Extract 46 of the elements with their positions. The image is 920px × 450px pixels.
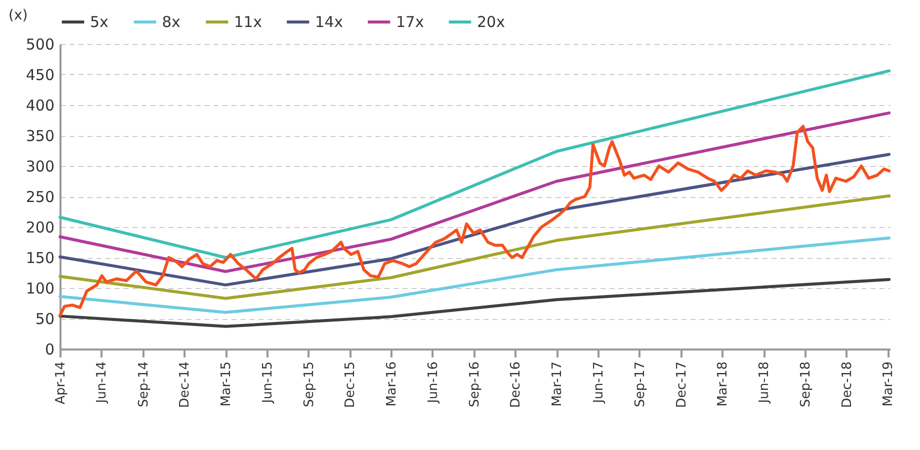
line-series bbox=[58, 111, 891, 274]
x-tick-label: Sep-16 bbox=[467, 362, 482, 408]
y-tick-label: 300 bbox=[26, 158, 54, 176]
legend-label: 5x bbox=[90, 13, 109, 31]
x-tick-label: Jun-15 bbox=[260, 362, 276, 404]
legend-label: 20x bbox=[477, 13, 506, 31]
x-tick-label: Mar-16 bbox=[384, 362, 400, 406]
line-series bbox=[58, 278, 891, 328]
x-tick-label: Dec-14 bbox=[178, 362, 193, 408]
x-tick-label: Dec-16 bbox=[508, 362, 524, 408]
y-tick-label: 450 bbox=[26, 66, 54, 84]
y-tick-label: 0 bbox=[44, 340, 54, 358]
y-tick-label: 150 bbox=[26, 249, 54, 267]
x-tick-label: Dec-17 bbox=[674, 362, 690, 408]
x-tick-label: Jun-18 bbox=[757, 362, 772, 404]
y-axis-title: (x) bbox=[8, 8, 28, 24]
x-tick-label: Sep-15 bbox=[302, 362, 317, 408]
legend-label: 11x bbox=[234, 13, 262, 31]
x-tick-label: Dec-15 bbox=[343, 362, 358, 408]
y-tick-label: 350 bbox=[26, 127, 54, 145]
y-tick-label: 250 bbox=[26, 188, 54, 206]
x-tick-label: Sep-18 bbox=[798, 362, 814, 408]
y-tick-label: 200 bbox=[26, 218, 54, 236]
x-tick-label: Apr-14 bbox=[54, 362, 68, 404]
legend-label: 8x bbox=[162, 13, 181, 31]
x-tick-label: Dec-18 bbox=[840, 362, 855, 408]
x-tick-label: Mar-17 bbox=[550, 362, 566, 406]
line-series bbox=[58, 236, 891, 314]
line-series bbox=[58, 69, 891, 259]
legend-label: 17x bbox=[396, 13, 424, 31]
y-tick-label: 100 bbox=[26, 280, 54, 298]
line-series bbox=[58, 152, 891, 286]
y-tick-label: 400 bbox=[26, 96, 54, 114]
x-tick-label: Mar-19 bbox=[881, 362, 896, 406]
x-tick-label: Sep-14 bbox=[136, 362, 152, 408]
y-tick-label: 500 bbox=[26, 36, 54, 54]
line-series bbox=[58, 124, 891, 317]
x-tick-label: Jun-17 bbox=[592, 362, 607, 404]
y-tick-label: 50 bbox=[35, 310, 54, 328]
line-series bbox=[58, 194, 891, 300]
x-tick-label: Sep-17 bbox=[632, 362, 648, 408]
x-tick-label: Jun-16 bbox=[426, 362, 441, 404]
x-tick-label: Mar-15 bbox=[219, 362, 234, 406]
x-tick-label: Jun-14 bbox=[94, 362, 110, 404]
x-tick-label: Mar-18 bbox=[716, 362, 731, 406]
legend-label: 14x bbox=[315, 13, 344, 31]
